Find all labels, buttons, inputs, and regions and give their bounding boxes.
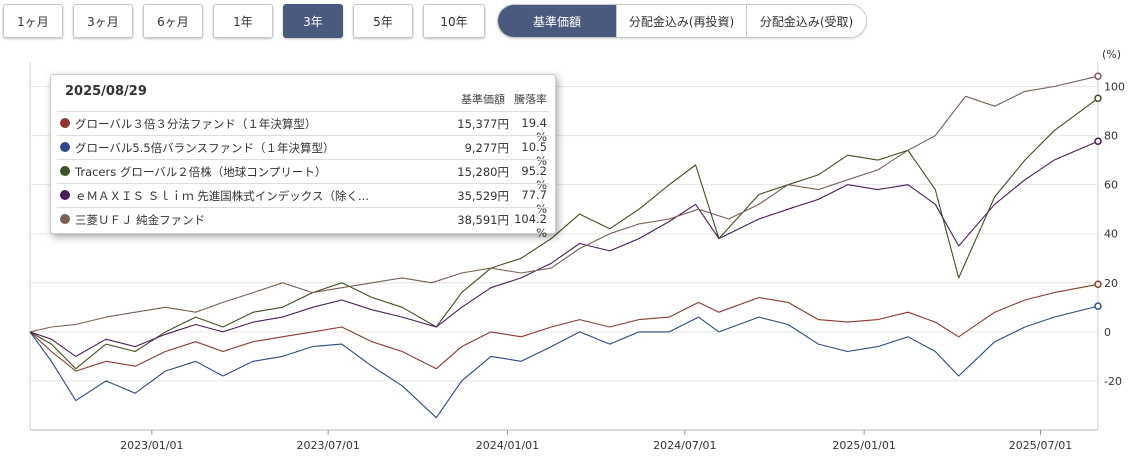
tooltip-row: 三菱ＵＦＪ 純金ファンド 38,591円 104.2 % — [57, 207, 549, 240]
period-button[interactable]: 1ヶ月 — [3, 4, 63, 38]
tooltip-price: 15,280円 — [457, 165, 509, 179]
tooltip-date: 2025/08/29 — [65, 84, 147, 99]
series-line — [29, 75, 1099, 333]
x-tick-label: 2023/07/01 — [296, 439, 359, 452]
tooltip-price: 9,277円 — [464, 141, 509, 155]
mode-button[interactable]: 分配金込み(再投資) — [616, 5, 746, 37]
tooltip-rate: 10.5 % — [521, 140, 547, 168]
y-axis-unit: (%) — [1102, 48, 1121, 61]
period-button[interactable]: 10年 — [423, 4, 485, 38]
tooltip-price: 35,529円 — [457, 189, 509, 203]
y-tick-label: 80 — [1104, 130, 1118, 143]
tooltip-rate: 95.2 % — [521, 164, 547, 192]
series-color-dot — [60, 142, 70, 152]
value-mode-selector: 基準価額 分配金込み(再投資) 分配金込み(受取) — [497, 4, 867, 38]
y-tick-label: 60 — [1104, 179, 1118, 192]
tooltip-series-name: 三菱ＵＦＪ 純金ファンド — [75, 213, 206, 227]
y-tick-label: 0 — [1104, 326, 1111, 339]
tooltip-rate: 77.7 % — [521, 188, 547, 216]
tooltip-series-name: グローバル5.5倍バランスファンド（１年決算型） — [75, 141, 335, 155]
series-line — [29, 140, 1099, 357]
tooltip-series-name: グローバル３倍３分法ファンド（１年決算型） — [75, 117, 317, 131]
x-tick-label: 2024/07/01 — [653, 439, 716, 452]
y-tick-label: 20 — [1104, 277, 1118, 290]
tooltip-price: 38,591円 — [457, 213, 509, 227]
y-tick-label: -20 — [1104, 375, 1122, 388]
tooltip-series-name: Tracers グローバル２倍株（地球コンプリート） — [75, 165, 327, 179]
mode-button[interactable]: 分配金込み(受取) — [746, 5, 866, 37]
y-tick-label: 40 — [1104, 228, 1118, 241]
series-color-dot — [60, 166, 70, 176]
tooltip-rate-header: 騰落率 — [514, 93, 547, 106]
chart-tooltip: 2025/08/29 基準価額 騰落率 グローバル３倍３分法ファンド（１年決算型… — [50, 74, 556, 240]
period-button[interactable]: 1年 — [213, 4, 273, 38]
series-line — [29, 305, 1099, 419]
series-end-marker — [1094, 137, 1102, 145]
tooltip-row: ｅＭＡＸＩＳ Ｓｌｉｍ 先進国株式インデックス（除く... 35,529円 77.7… — [57, 183, 549, 216]
mode-button[interactable]: 基準価額 — [498, 5, 616, 37]
tooltip-rate: 19.4 % — [521, 116, 547, 144]
x-tick-label: 2024/01/01 — [476, 439, 539, 452]
series-end-marker — [1094, 94, 1102, 103]
tooltip-row: Tracers グローバル２倍株（地球コンプリート） 15,280円 95.2 % — [57, 159, 549, 192]
series-end-marker — [1094, 72, 1102, 80]
x-tick-label: 2023/01/01 — [120, 439, 183, 452]
y-tick-label: 100 — [1104, 81, 1125, 94]
tooltip-price: 15,377円 — [457, 117, 509, 131]
tooltip-row: グローバル5.5倍バランスファンド（１年決算型） 9,277円 10.5 % — [57, 135, 549, 168]
x-tick-label: 2025/01/01 — [832, 439, 895, 452]
series-color-dot — [60, 214, 70, 224]
tooltip-row: グローバル３倍３分法ファンド（１年決算型） 15,377円 19.4 % — [57, 111, 549, 144]
series-end-marker — [1094, 280, 1102, 289]
series-color-dot — [60, 118, 70, 128]
period-button[interactable]: 3ヶ月 — [73, 4, 133, 38]
series-end-marker — [1094, 302, 1102, 310]
series-line — [29, 283, 1099, 372]
period-button[interactable]: 3年 — [283, 4, 343, 38]
tooltip-rate: 104.2 % — [514, 212, 547, 240]
period-button[interactable]: 5年 — [353, 4, 413, 38]
x-tick-label: 2025/07/01 — [1009, 439, 1072, 452]
tooltip-series-name: ｅＭＡＸＩＳ Ｓｌｉｍ 先進国株式インデックス（除く... — [75, 189, 369, 203]
series-color-dot — [60, 190, 70, 200]
tooltip-price-header: 基準価額 — [461, 93, 505, 106]
period-button[interactable]: 6ヶ月 — [143, 4, 203, 38]
